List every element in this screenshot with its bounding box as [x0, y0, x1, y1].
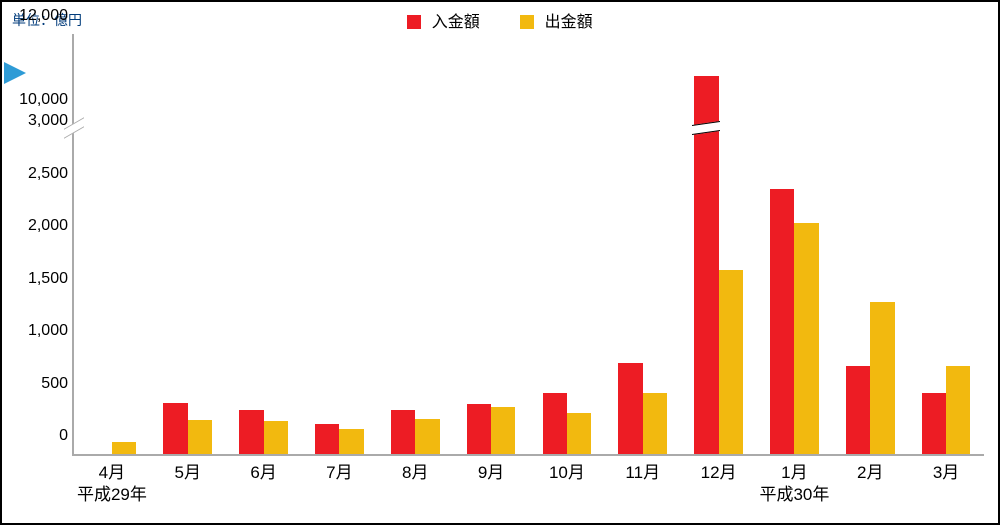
bar: [694, 76, 718, 454]
x-tick-label: 6月: [250, 454, 276, 483]
bar: [567, 413, 591, 454]
bar: [618, 363, 642, 454]
bar: [643, 393, 667, 454]
x-tick-label: 11月: [625, 454, 660, 483]
plot-area: 05001,0001,5002,0002,5003,00010,00012,00…: [72, 34, 984, 456]
arrow-marker-icon: [4, 62, 26, 84]
y-tick-label: 500: [41, 375, 74, 393]
chart-frame: 単位：億円 入金額 出金額 05001,0001,5002,0002,5003,…: [0, 0, 1000, 525]
y-tick-label: 10,000: [19, 91, 74, 109]
bar-break-icon: [692, 121, 720, 135]
y-tick-label: 2,000: [28, 217, 74, 235]
legend: 入金額 出金額: [2, 8, 998, 32]
y-tick-label: 0: [59, 427, 74, 445]
y-tick-label: 1,000: [28, 322, 74, 340]
x-tick-label: 9月: [478, 454, 504, 483]
x-tick-label: 12月: [701, 454, 737, 483]
bar: [922, 393, 946, 454]
y-tick-label: 12,000: [19, 7, 74, 25]
bar: [719, 270, 743, 454]
x-tick-label: 7月: [326, 454, 352, 483]
era-label: 平成30年: [759, 454, 829, 505]
bar: [315, 424, 339, 454]
legend-swatch-2: [520, 15, 534, 29]
bar: [112, 442, 136, 454]
bar: [846, 366, 870, 454]
legend-label-1: 入金額: [432, 14, 480, 31]
bar: [870, 302, 894, 454]
legend-item-2: 出金額: [520, 8, 592, 32]
x-tick-label: 5月: [175, 454, 201, 483]
x-tick-label: 2月: [857, 454, 883, 483]
y-tick-label: 1,500: [28, 270, 74, 288]
x-tick-label: 3月: [933, 454, 959, 483]
bar: [415, 419, 439, 454]
legend-swatch-1: [407, 15, 421, 29]
bar: [467, 404, 491, 454]
era-label: 平成29年: [77, 454, 147, 505]
y-tick-label: 2,500: [28, 165, 74, 183]
bar: [491, 407, 515, 454]
bar: [794, 223, 818, 454]
bar: [770, 189, 794, 454]
bar: [339, 429, 363, 454]
legend-label-2: 出金額: [545, 14, 593, 31]
legend-item-1: 入金額: [407, 8, 479, 32]
x-tick-label: 10月: [549, 454, 585, 483]
bar: [543, 393, 567, 454]
bar: [391, 410, 415, 454]
bar: [163, 403, 187, 454]
bar: [946, 366, 970, 454]
bar: [188, 420, 212, 454]
x-tick-label: 8月: [402, 454, 428, 483]
bar: [239, 410, 263, 454]
bar: [264, 421, 288, 454]
